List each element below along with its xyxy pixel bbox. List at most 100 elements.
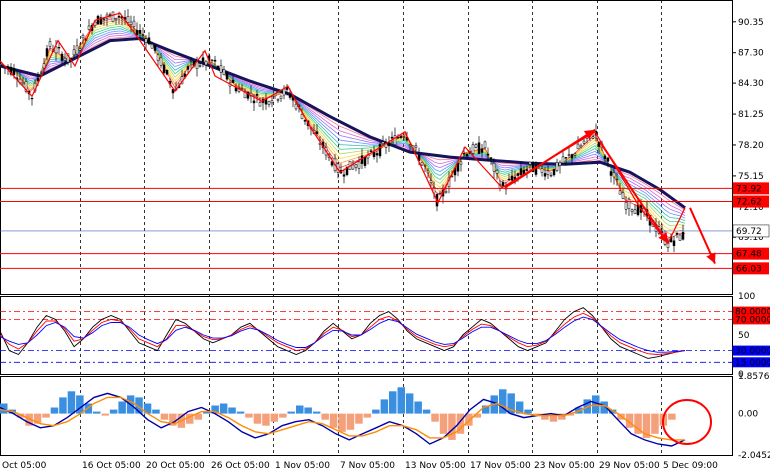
candle-body bbox=[480, 148, 484, 153]
macd-histogram-bar bbox=[236, 411, 245, 414]
level-price-tag bbox=[733, 247, 769, 260]
candle-body bbox=[465, 153, 469, 157]
macd-tick-label: 1.8576 bbox=[738, 372, 770, 382]
ribbon-line bbox=[0, 30, 686, 219]
candle-body bbox=[138, 30, 142, 34]
candle-body bbox=[546, 170, 550, 175]
macd-histogram-bar bbox=[321, 413, 329, 420]
candle-body bbox=[492, 162, 496, 172]
macd-histogram-bar bbox=[346, 413, 355, 430]
time-tick-label: 1 Nov 05:00 bbox=[275, 461, 330, 470]
macd-histogram-bar bbox=[507, 393, 515, 414]
candle-body bbox=[81, 34, 85, 39]
macd-histogram-bar bbox=[101, 413, 109, 416]
macd-histogram-bar bbox=[16, 413, 25, 418]
macd-histogram-bar bbox=[50, 407, 59, 414]
candle-body bbox=[606, 157, 610, 162]
candle-body bbox=[42, 63, 46, 69]
candle-body bbox=[198, 65, 202, 67]
candle-body bbox=[483, 141, 487, 149]
candle-body bbox=[156, 54, 160, 61]
macd-histogram-bar bbox=[135, 397, 143, 414]
macd-histogram-bar bbox=[304, 407, 312, 414]
candle-body bbox=[255, 94, 259, 96]
candle-body bbox=[150, 44, 154, 49]
candle-body bbox=[402, 136, 406, 138]
candle-body bbox=[354, 164, 358, 168]
candle-body bbox=[36, 77, 40, 81]
candle-body bbox=[603, 155, 607, 159]
candle-body bbox=[363, 156, 367, 166]
macd-histogram-bar bbox=[389, 391, 397, 414]
macd-histogram-bar bbox=[329, 413, 338, 428]
candle-body bbox=[219, 65, 223, 73]
candle-body bbox=[375, 153, 379, 156]
price-tick-label: 75.15 bbox=[738, 172, 764, 182]
time-tick-label: 17 Nov 05:00 bbox=[470, 461, 531, 470]
candle-body bbox=[342, 174, 346, 177]
candle-body bbox=[189, 59, 193, 62]
candle-body bbox=[618, 190, 622, 195]
oscillator-level-label: 15.0000 bbox=[735, 358, 770, 368]
ribbon-line bbox=[0, 23, 686, 227]
candle-body bbox=[570, 154, 574, 159]
time-tick-label: 13 Nov 05:00 bbox=[405, 461, 466, 470]
macd-histogram-bar bbox=[160, 413, 169, 420]
candle-body bbox=[12, 68, 16, 75]
macd-histogram-bar bbox=[668, 413, 676, 420]
candle-body bbox=[534, 164, 538, 175]
candle-body bbox=[291, 97, 295, 101]
candle-body bbox=[579, 145, 583, 148]
macd-tick-label: -2.0452 bbox=[738, 451, 770, 461]
candle-body bbox=[267, 101, 271, 105]
macd-signal-line bbox=[0, 392, 686, 447]
candle-body bbox=[24, 81, 28, 92]
candle-body bbox=[519, 168, 523, 176]
time-tick-label: 5 Dec 09:00 bbox=[663, 461, 718, 470]
candle-body bbox=[564, 157, 568, 159]
candle-body bbox=[213, 59, 217, 62]
macd-histogram-bar bbox=[566, 413, 575, 416]
candle-body bbox=[414, 145, 418, 148]
candle-body bbox=[102, 18, 106, 20]
macd-histogram-bar bbox=[363, 413, 372, 418]
candle-body bbox=[258, 102, 262, 107]
macd-histogram-bar bbox=[456, 413, 465, 434]
macd-histogram-bar bbox=[532, 413, 541, 416]
candle-body bbox=[531, 161, 535, 173]
oscillator-series-line bbox=[0, 312, 686, 355]
macd-histogram-bar bbox=[338, 413, 346, 432]
macd-histogram-bar bbox=[651, 413, 659, 434]
price-axis: 90.35 87.30 84.30 81.25 78.20 75.15 72.10 69.10 bbox=[732, 18, 764, 243]
oscillator-level-tag bbox=[733, 357, 770, 368]
macd-histogram-bar bbox=[253, 413, 262, 424]
macd-tick-label: 0.00 bbox=[738, 410, 758, 420]
candle-body bbox=[438, 192, 442, 195]
macd-histogram-bar bbox=[515, 401, 524, 414]
candle-body bbox=[282, 88, 286, 96]
macd-histogram-bar bbox=[600, 401, 608, 414]
macd-panel-frame bbox=[0, 376, 733, 456]
ma-ribbon bbox=[0, 16, 686, 239]
ribbon-line bbox=[0, 28, 686, 222]
candle-body bbox=[87, 25, 91, 30]
candle-body bbox=[210, 59, 214, 62]
candle-body bbox=[21, 82, 25, 85]
candle-body bbox=[279, 95, 283, 99]
oscillator-level-tag bbox=[733, 306, 770, 317]
macd-histogram-bar bbox=[76, 395, 84, 414]
candle-body bbox=[60, 53, 64, 61]
horizontal-levels[interactable]: 73.92 72.62 67.48 66.03 69.72 bbox=[0, 182, 770, 275]
candle-body bbox=[597, 141, 601, 147]
macd-histogram-bar bbox=[558, 413, 566, 420]
macd-histogram-bar bbox=[245, 413, 253, 418]
candle-body bbox=[624, 202, 628, 210]
candle-body bbox=[72, 49, 76, 56]
candle-body bbox=[9, 66, 13, 75]
candle-body bbox=[528, 161, 532, 165]
macd-histogram-bar bbox=[169, 413, 177, 426]
candle-body bbox=[477, 142, 481, 154]
macd-signal-line bbox=[0, 396, 685, 441]
candle-body bbox=[204, 60, 208, 66]
